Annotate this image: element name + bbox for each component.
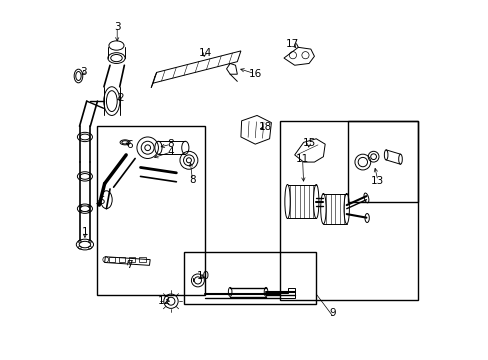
Text: 4: 4 (167, 147, 174, 157)
Text: 17: 17 (285, 40, 299, 49)
Text: 8: 8 (189, 175, 195, 185)
Bar (119, 257, 125, 262)
Bar (183, 252, 316, 304)
Text: 8: 8 (167, 139, 174, 149)
Text: 9: 9 (328, 308, 335, 318)
Text: 14: 14 (198, 48, 211, 58)
Text: 3: 3 (81, 67, 87, 77)
Bar (109, 257, 115, 262)
Text: 5: 5 (98, 196, 104, 206)
Text: 10: 10 (196, 271, 209, 281)
Bar (97, 126, 204, 295)
Bar (280, 121, 418, 300)
Bar (139, 257, 145, 262)
Text: 6: 6 (126, 140, 133, 150)
Bar (129, 257, 135, 262)
Text: 11: 11 (295, 154, 308, 164)
Text: 15: 15 (302, 139, 315, 148)
Bar (348, 121, 418, 202)
Text: 3: 3 (114, 22, 120, 32)
Text: 13: 13 (370, 176, 384, 186)
Text: 16: 16 (248, 69, 262, 79)
Text: 7: 7 (125, 260, 132, 270)
Text: 2: 2 (117, 93, 124, 103)
Text: 12: 12 (158, 296, 171, 306)
Text: 1: 1 (81, 227, 88, 237)
Text: 18: 18 (258, 122, 271, 132)
